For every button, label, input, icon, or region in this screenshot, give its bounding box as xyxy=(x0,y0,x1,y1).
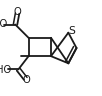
Text: O: O xyxy=(14,7,22,17)
Text: HO: HO xyxy=(0,65,12,75)
Text: HO: HO xyxy=(0,19,7,29)
Text: O: O xyxy=(23,75,31,85)
Text: S: S xyxy=(68,26,75,36)
